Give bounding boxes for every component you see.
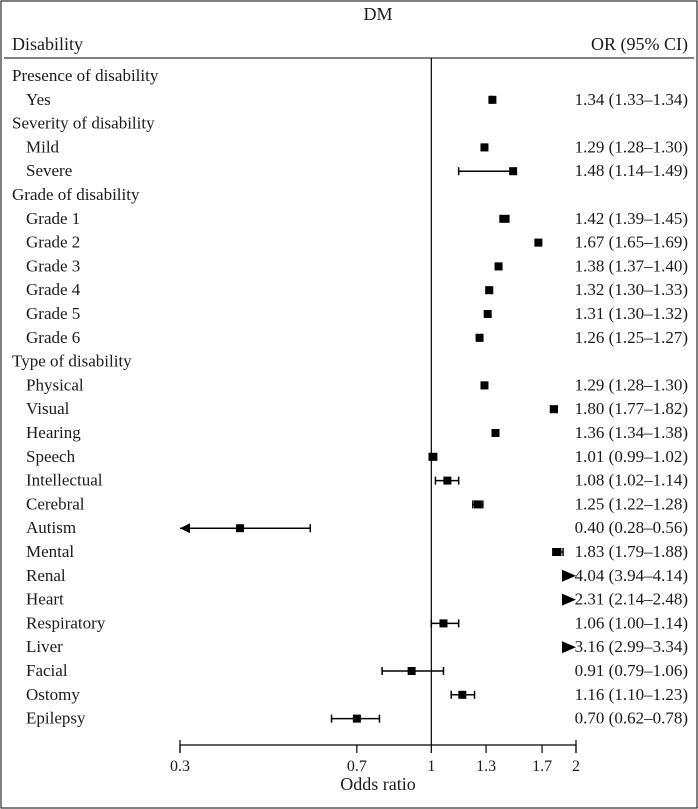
row-label: Renal [26, 566, 66, 585]
row-label: Hearing [26, 423, 81, 442]
row-label: Grade 5 [26, 304, 80, 323]
row-or-text: 0.40 (0.28–0.56) [575, 518, 688, 537]
row-or-text: 1.83 (1.79–1.88) [575, 542, 688, 561]
row-label: Grade 3 [26, 256, 80, 275]
point-marker [458, 691, 466, 699]
row-or-text: 1.16 (1.10–1.23) [575, 685, 688, 704]
row-or-text: 3.16 (2.99–3.34) [575, 637, 688, 656]
row-or-text: 1.29 (1.28–1.30) [575, 375, 688, 394]
row-label: Yes [26, 90, 51, 109]
x-tick-label: 1.3 [476, 758, 496, 775]
arrow-left-icon [180, 523, 190, 533]
row-label: Respiratory [26, 613, 106, 632]
row-label: Grade 6 [26, 328, 80, 347]
point-marker [443, 477, 451, 485]
group-header: Type of disability [12, 352, 132, 371]
col-header-right: OR (95% CI) [591, 34, 688, 55]
point-marker [476, 334, 484, 342]
plot-title: DM [363, 4, 392, 24]
x-tick-label: 0.3 [170, 758, 190, 775]
point-marker [501, 215, 509, 223]
point-marker [408, 667, 416, 675]
row-label: Severe [26, 161, 72, 180]
point-marker [429, 453, 437, 461]
group-header: Presence of disability [12, 66, 159, 85]
row-label: Intellectual [26, 471, 103, 490]
point-marker [485, 286, 493, 294]
col-header-left: Disability [12, 34, 83, 54]
x-axis-label: Odds ratio [340, 774, 416, 794]
row-or-text: 1.67 (1.65–1.69) [575, 233, 688, 252]
group-header: Severity of disability [12, 114, 155, 133]
group-header: Grade of disability [12, 185, 140, 204]
row-or-text: 1.01 (0.99–1.02) [575, 447, 688, 466]
point-marker [474, 500, 482, 508]
row-label: Grade 4 [26, 280, 81, 299]
row-or-text: 1.38 (1.37–1.40) [575, 256, 688, 275]
row-label: Epilepsy [26, 709, 86, 728]
row-or-text: 1.25 (1.22–1.28) [575, 494, 688, 513]
row-or-text: 1.08 (1.02–1.14) [575, 471, 688, 490]
x-tick-label: 2 [572, 758, 580, 775]
point-marker [495, 262, 503, 270]
point-marker [236, 524, 244, 532]
point-marker [488, 96, 496, 104]
row-label: Autism [26, 518, 76, 537]
point-marker [480, 143, 488, 151]
point-marker [480, 381, 488, 389]
row-label: Liver [26, 637, 63, 656]
point-marker [491, 429, 499, 437]
row-or-text: 1.31 (1.30–1.32) [575, 304, 688, 323]
row-label: Cerebral [26, 494, 85, 513]
point-marker [353, 715, 361, 723]
row-or-text: 1.32 (1.30–1.33) [575, 280, 688, 299]
forest-plot: DM Disability OR (95% CI) Presence of disab… [0, 0, 698, 809]
x-tick-label: 1.7 [532, 758, 552, 775]
row-or-text: 0.91 (0.79–1.06) [575, 661, 688, 680]
row-label: Grade 1 [26, 209, 80, 228]
row-label: Mental [26, 542, 74, 561]
point-marker [439, 619, 447, 627]
row-or-text: 1.48 (1.14–1.49) [575, 161, 688, 180]
point-marker [509, 167, 517, 175]
row-or-text: 1.29 (1.28–1.30) [575, 137, 688, 156]
row-label: Facial [26, 661, 68, 680]
row-or-text: 1.34 (1.33–1.34) [575, 90, 688, 109]
row-label: Physical [26, 375, 84, 394]
row-label: Grade 2 [26, 233, 80, 252]
row-or-text: 4.04 (3.94–4.14) [575, 566, 688, 585]
row-or-text: 1.42 (1.39–1.45) [575, 209, 688, 228]
point-marker [553, 548, 561, 556]
point-marker [534, 239, 542, 247]
row-label: Mild [26, 137, 60, 156]
row-or-text: 0.70 (0.62–0.78) [575, 709, 688, 728]
x-tick-label: 0.7 [347, 758, 367, 775]
point-marker [550, 405, 558, 413]
row-label: Speech [26, 447, 76, 466]
row-or-text: 1.80 (1.77–1.82) [575, 399, 688, 418]
x-tick-label: 1 [427, 758, 435, 775]
row-or-text: 2.31 (2.14–2.48) [575, 590, 688, 609]
row-label: Heart [26, 590, 64, 609]
row-or-text: 1.06 (1.00–1.14) [575, 613, 688, 632]
row-or-text: 1.26 (1.25–1.27) [575, 328, 688, 347]
point-marker [484, 310, 492, 318]
row-or-text: 1.36 (1.34–1.38) [575, 423, 688, 442]
row-label: Visual [26, 399, 70, 418]
row-label: Ostomy [26, 685, 80, 704]
